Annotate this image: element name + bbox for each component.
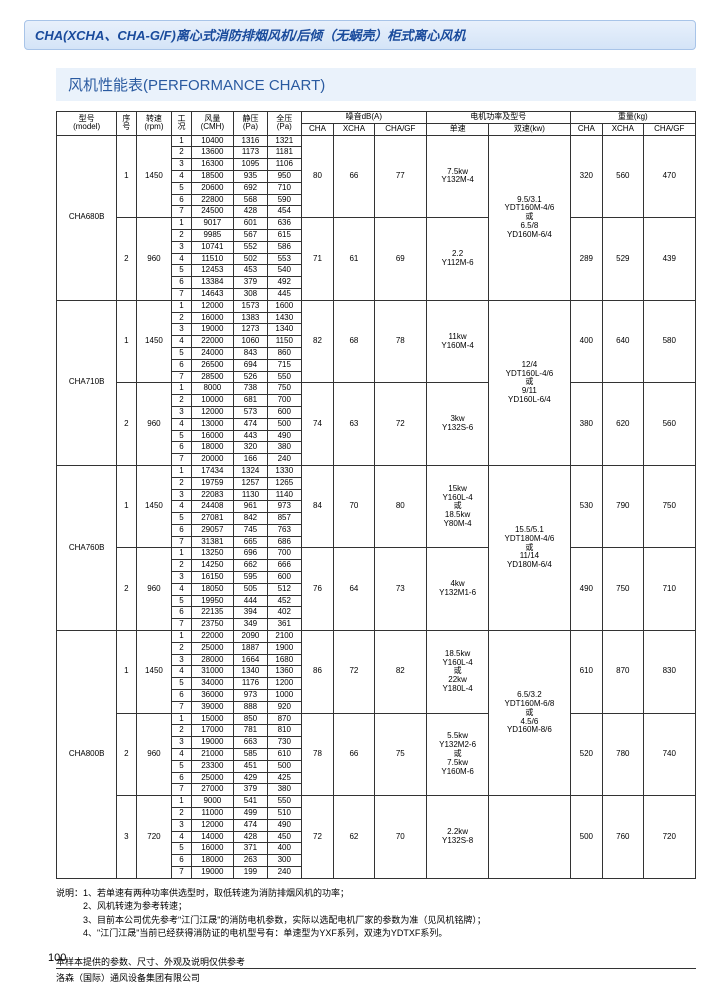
- footer: 本样本提供的参数、尺寸、外观及说明仅供参考 洛森（国际）通风设备集团有限公司: [56, 955, 696, 984]
- section-text: 风机性能表(PERFORMANCE CHART): [68, 77, 325, 94]
- note-item: 1、若单速有两种功率供选型时，取低转速为消防排烟风机的功率；: [83, 888, 349, 898]
- footer-company: 洛森（国际）通风设备集团有限公司: [56, 968, 696, 984]
- notes: 说明：1、若单速有两种功率供选型时，取低转速为消防排烟风机的功率； 说明：2、风…: [56, 887, 696, 941]
- note-item: 4、"江门江晟"当前已经获得消防证的电机型号有：单速型为YXF系列，双速为YDT…: [83, 928, 447, 938]
- section-title: 风机性能表(PERFORMANCE CHART): [56, 68, 696, 101]
- performance-table: 型号(model)序号转速(rpm)工况风量(CMH)静压(Pa)全压(Pa) …: [56, 111, 696, 879]
- notes-label: 说明：: [56, 888, 83, 898]
- title-bar: CHA(XCHA、CHA-G/F)离心式消防排烟风机/后倾（无蜗壳）柜式离心风机: [24, 20, 696, 50]
- page-number: 100: [48, 952, 66, 964]
- footer-note: 本样本提供的参数、尺寸、外观及说明仅供参考: [56, 955, 696, 968]
- note-item: 2、风机转速为参考转速；: [83, 901, 187, 911]
- note-item: 3、目前本公司优先参考"江门江晟"的消防电机参数，实际以选配电机厂家的参数为准（…: [83, 915, 486, 925]
- title-text: CHA(XCHA、CHA-G/F)离心式消防排烟风机/后倾（无蜗壳）柜式离心风机: [35, 28, 465, 43]
